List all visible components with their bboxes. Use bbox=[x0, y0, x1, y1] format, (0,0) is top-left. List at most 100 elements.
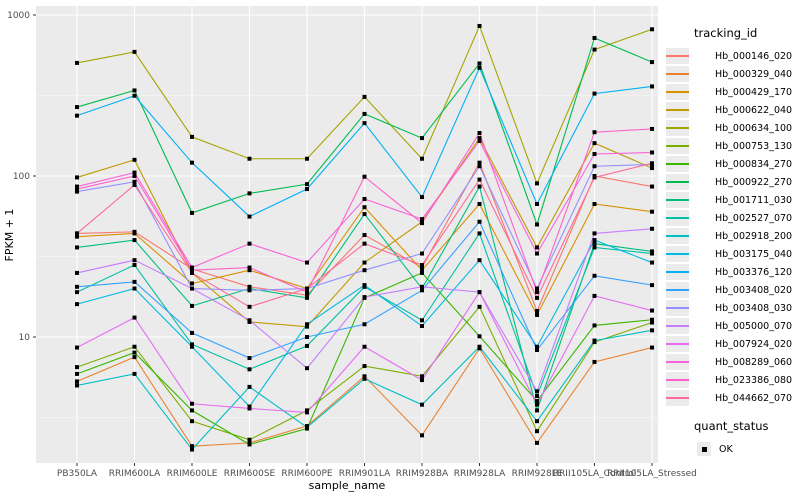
data-point bbox=[75, 379, 79, 384]
legend-key-swatch bbox=[666, 246, 689, 262]
data-point bbox=[362, 94, 367, 99]
data-point bbox=[592, 338, 597, 343]
data-point bbox=[362, 196, 367, 201]
data-point bbox=[477, 177, 482, 182]
y-tick-label: 1000 bbox=[7, 11, 30, 21]
data-point bbox=[420, 268, 424, 273]
legend-key-swatch bbox=[666, 390, 689, 406]
data-point bbox=[75, 175, 79, 180]
data-point bbox=[132, 157, 137, 162]
data-point bbox=[132, 355, 137, 360]
legend-key-swatch bbox=[666, 264, 689, 280]
data-point bbox=[247, 442, 252, 447]
legend-key-line bbox=[666, 343, 689, 345]
data-point bbox=[305, 156, 309, 161]
x-tick-label: RRIM928LA bbox=[454, 469, 506, 479]
legend-item-Hb_002918_200: Hb_002918_200 bbox=[666, 227, 800, 245]
data-point bbox=[420, 217, 424, 222]
data-point bbox=[650, 161, 654, 166]
data-point bbox=[477, 219, 482, 224]
legend-item-Hb_007924_020: Hb_007924_020 bbox=[666, 335, 800, 353]
legend-item-label: Hb_003408_030 bbox=[715, 302, 793, 314]
data-point bbox=[420, 221, 424, 226]
data-point bbox=[247, 384, 252, 389]
data-point bbox=[132, 315, 137, 320]
data-point bbox=[247, 437, 252, 442]
data-point bbox=[650, 60, 654, 65]
legend-item-Hb_003408_020: Hb_003408_020 bbox=[666, 281, 800, 299]
legend-key-swatch bbox=[666, 354, 689, 370]
data-point bbox=[535, 344, 539, 349]
data-point bbox=[190, 265, 194, 270]
x-tick-label: PB350LA bbox=[57, 469, 98, 479]
data-point bbox=[592, 151, 597, 156]
legend-key-point bbox=[701, 446, 707, 452]
data-point bbox=[362, 283, 367, 288]
data-point bbox=[247, 265, 252, 270]
data-point bbox=[305, 335, 309, 339]
data-point bbox=[650, 251, 654, 256]
data-point bbox=[190, 419, 194, 424]
data-point bbox=[592, 164, 597, 169]
legend: tracking_id Hb_000146_020 Hb_000329_040 Hb… bbox=[666, 26, 800, 458]
data-point bbox=[362, 241, 367, 246]
legend-key-line bbox=[666, 307, 689, 309]
data-point bbox=[190, 210, 194, 215]
legend-item-label: OK bbox=[719, 443, 733, 455]
data-point bbox=[190, 447, 194, 452]
data-point bbox=[190, 268, 194, 273]
legend-item-Hb_000429_170: Hb_000429_170 bbox=[666, 83, 800, 101]
data-point bbox=[305, 343, 309, 348]
data-point bbox=[247, 406, 252, 411]
data-point bbox=[75, 383, 79, 388]
legend-item-label: Hb_007924_020 bbox=[715, 338, 793, 350]
legend-key-line bbox=[666, 289, 689, 291]
data-point bbox=[477, 290, 482, 295]
legend-key-swatch bbox=[666, 174, 689, 190]
data-point bbox=[650, 84, 654, 89]
data-point bbox=[420, 378, 424, 383]
legend-key-swatch bbox=[666, 48, 689, 64]
data-point bbox=[190, 270, 194, 275]
data-point bbox=[535, 309, 539, 314]
x-tick-label: RRIM901LA bbox=[339, 469, 391, 479]
data-point bbox=[592, 141, 597, 146]
data-point bbox=[650, 308, 654, 313]
data-point bbox=[420, 265, 424, 270]
legend-item-Hb_000834_270: Hb_000834_270 bbox=[666, 155, 800, 173]
legend-item-label: Hb_003408_020 bbox=[715, 284, 793, 296]
data-point bbox=[362, 344, 367, 349]
legend-item-label: Hb_000922_270 bbox=[715, 176, 793, 188]
data-point bbox=[535, 202, 539, 207]
data-point bbox=[535, 312, 539, 317]
y-axis-title: FPKM + 1 bbox=[3, 209, 16, 262]
data-point bbox=[362, 111, 367, 116]
legend-item-Hb_001711_030: Hb_001711_030 bbox=[666, 191, 800, 209]
data-point bbox=[650, 184, 654, 189]
data-point bbox=[305, 187, 309, 192]
legend-key-swatch bbox=[666, 192, 689, 208]
data-point bbox=[247, 268, 252, 273]
legend-item-quant-OK: OK bbox=[666, 440, 800, 458]
data-point bbox=[132, 182, 137, 187]
legend-key-swatch bbox=[666, 300, 689, 316]
data-point bbox=[132, 174, 137, 178]
legend-item-Hb_002527_070: Hb_002527_070 bbox=[666, 209, 800, 227]
data-point bbox=[477, 65, 482, 70]
data-point bbox=[305, 410, 309, 415]
data-point bbox=[305, 260, 309, 265]
data-point bbox=[650, 209, 654, 214]
data-point bbox=[132, 279, 137, 284]
legend-item-Hb_000922_270: Hb_000922_270 bbox=[666, 173, 800, 191]
legend-key-line bbox=[666, 73, 689, 75]
data-point bbox=[420, 318, 424, 323]
data-point bbox=[305, 182, 309, 187]
data-point bbox=[75, 234, 79, 239]
data-point bbox=[247, 191, 252, 196]
data-point bbox=[477, 160, 482, 165]
data-point bbox=[420, 195, 424, 200]
data-point bbox=[75, 371, 79, 376]
legend-key-line bbox=[666, 397, 689, 399]
data-point bbox=[247, 156, 252, 161]
legend-key-line bbox=[666, 379, 689, 381]
